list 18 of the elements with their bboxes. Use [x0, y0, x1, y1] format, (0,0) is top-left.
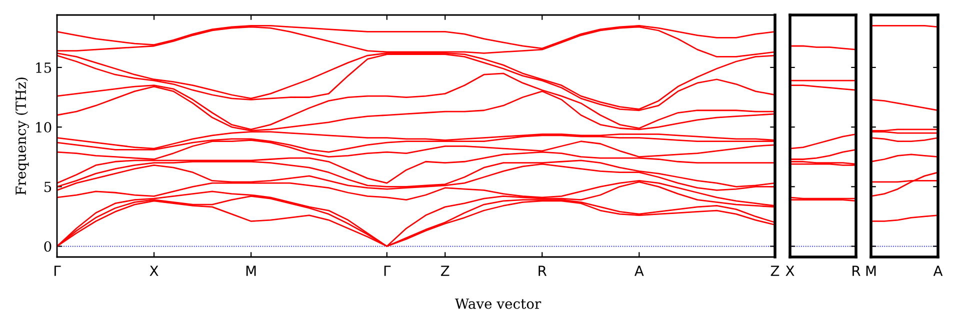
x-tick-label: M	[246, 266, 256, 276]
y-tick-label: 15	[36, 62, 52, 73]
x-tick-label: A	[634, 266, 644, 276]
x-tick-label: Γ	[54, 266, 61, 276]
x-tick-label: Γ	[384, 266, 391, 276]
y-tick-label: 10	[36, 122, 52, 133]
x-axis-title: Wave vector	[454, 298, 542, 309]
y-tick-label: 0	[44, 241, 52, 252]
x-tick-label: Z	[440, 266, 450, 276]
x-tick-label: X	[150, 266, 158, 276]
y-axis-title: Frequency (THz)	[15, 78, 29, 195]
y-tick-label: 5	[44, 182, 52, 192]
x-tick-label: A	[933, 266, 943, 276]
x-tick-label: R	[538, 266, 547, 276]
x-tick-label: M	[866, 266, 876, 276]
x-tick-label: Z	[770, 266, 780, 276]
x-tick-label: R	[852, 266, 860, 276]
x-tick-label: X	[786, 266, 794, 276]
